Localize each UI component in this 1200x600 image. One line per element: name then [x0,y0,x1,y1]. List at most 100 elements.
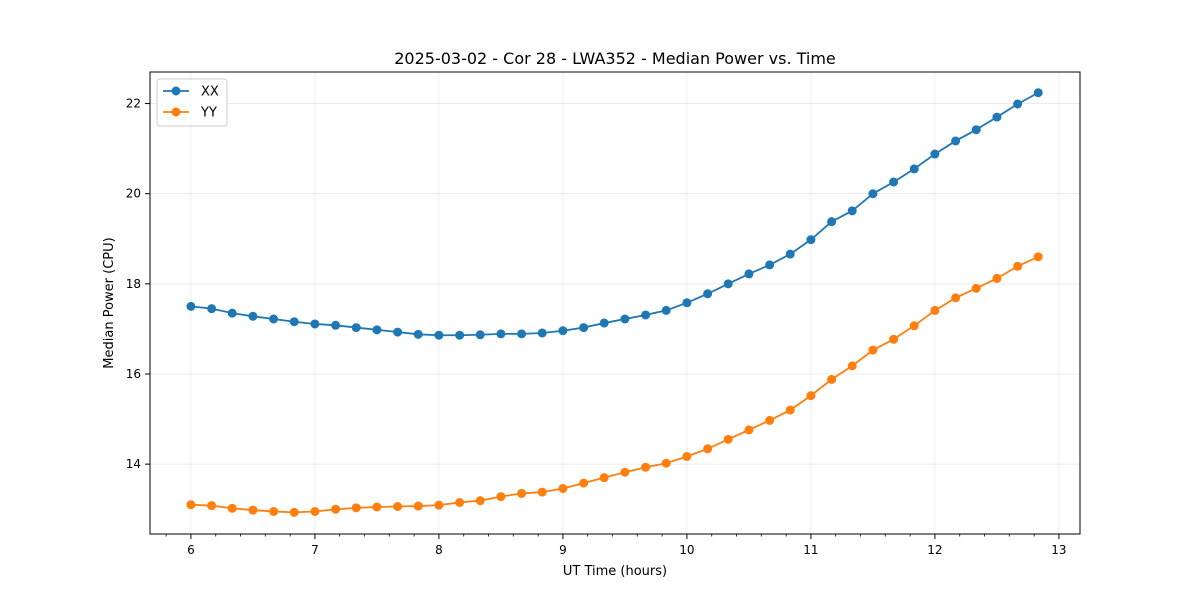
data-point-yy [868,345,878,355]
x-tick-label: 8 [435,543,443,557]
series-line-xx [190,91,1039,337]
data-point-xx [393,327,403,337]
data-point-yy [1033,252,1043,262]
data-point-yy [641,462,651,472]
data-point-xx [517,329,527,339]
data-point-xx [599,318,609,328]
data-point-yy [785,405,795,415]
data-point-yy [930,305,940,315]
data-point-xx [847,206,857,216]
x-tick-label: 7 [311,543,319,557]
chart-title: 2025-03-02 - Cor 28 - LWA352 - Median Po… [394,49,836,68]
data-point-yy [847,361,857,371]
data-point-xx [827,217,837,227]
series-yy [186,252,1043,517]
data-point-xx [909,164,919,174]
data-point-yy [186,500,196,510]
data-point-xx [661,305,671,315]
data-point-xx [765,260,775,270]
data-point-yy [207,501,217,511]
data-point-xx [682,298,692,308]
data-point-xx [455,330,465,340]
data-point-yy [413,501,423,511]
y-tick-label: 22 [126,97,141,111]
legend-label: XX [201,85,219,100]
data-point-yy [496,492,506,502]
data-point-yy [455,497,465,507]
data-point-yy [765,415,775,425]
y-axis-label: Median Power (CPU) [102,237,117,368]
data-point-xx [558,326,568,336]
data-point-yy [682,451,692,461]
data-point-xx [248,311,258,321]
plot-frame [149,71,1081,535]
data-point-yy [661,458,671,468]
data-point-yy [806,391,816,401]
data-point-yy [951,293,961,303]
data-point-xx [434,330,444,340]
data-point-xx [868,189,878,199]
data-point-xx [331,320,341,330]
data-point-xx [186,301,196,311]
data-point-xx [1033,88,1043,98]
data-point-xx [413,329,423,339]
series-xx [186,88,1043,340]
data-point-xx [351,323,361,333]
data-point-xx [930,149,940,159]
data-point-xx [971,125,981,135]
data-point-xx [475,330,485,340]
data-point-xx [951,136,961,146]
data-point-yy [992,273,1002,283]
data-point-xx [806,235,816,245]
legend-item-xx: XX [163,85,219,100]
grid-layer [150,72,1080,534]
data-point-yy [1013,261,1023,271]
x-tick-label: 6 [187,543,195,557]
data-point-xx [227,308,237,318]
data-point-yy [827,374,837,384]
series-line-yy [190,255,1039,514]
data-point-yy [599,473,609,483]
data-point-yy [331,504,341,514]
data-point-yy [227,503,237,513]
data-point-xx [537,328,547,338]
data-point-xx [620,314,630,324]
data-point-xx [269,314,279,324]
data-point-yy [475,496,485,506]
y-tick-label: 14 [126,457,141,471]
data-point-yy [289,507,299,517]
x-tick-label: 13 [1051,543,1066,557]
data-point-yy [723,434,733,444]
data-point-yy [248,505,258,515]
data-point-yy [579,478,589,488]
x-tick-label: 10 [679,543,694,557]
data-point-xx [641,310,651,320]
series-layer [186,88,1043,517]
data-point-xx [703,289,713,299]
x-axis-label: UT Time (hours) [563,564,667,579]
data-point-yy [434,500,444,510]
data-point-yy [393,502,403,512]
data-point-yy [703,444,713,454]
legend-item-yy: YY [163,106,217,121]
data-point-xx [310,319,320,329]
legend-marker [171,107,181,117]
data-point-yy [909,321,919,331]
data-point-yy [744,425,754,435]
data-point-yy [620,467,630,477]
legend-marker [171,86,181,96]
data-point-yy [269,506,279,516]
x-tick-label: 11 [803,543,818,557]
data-point-xx [289,317,299,327]
data-point-yy [971,283,981,293]
data-point-yy [372,502,382,512]
data-point-xx [1013,99,1023,109]
data-point-yy [351,503,361,513]
ticks-layer: 6 7 8 9 10 11 12 13 14 16 18 20 22 [126,97,1067,557]
y-tick-label: 16 [126,367,141,381]
data-point-yy [310,506,320,516]
data-point-xx [496,329,506,339]
data-point-yy [558,483,568,493]
data-point-xx [889,177,899,187]
